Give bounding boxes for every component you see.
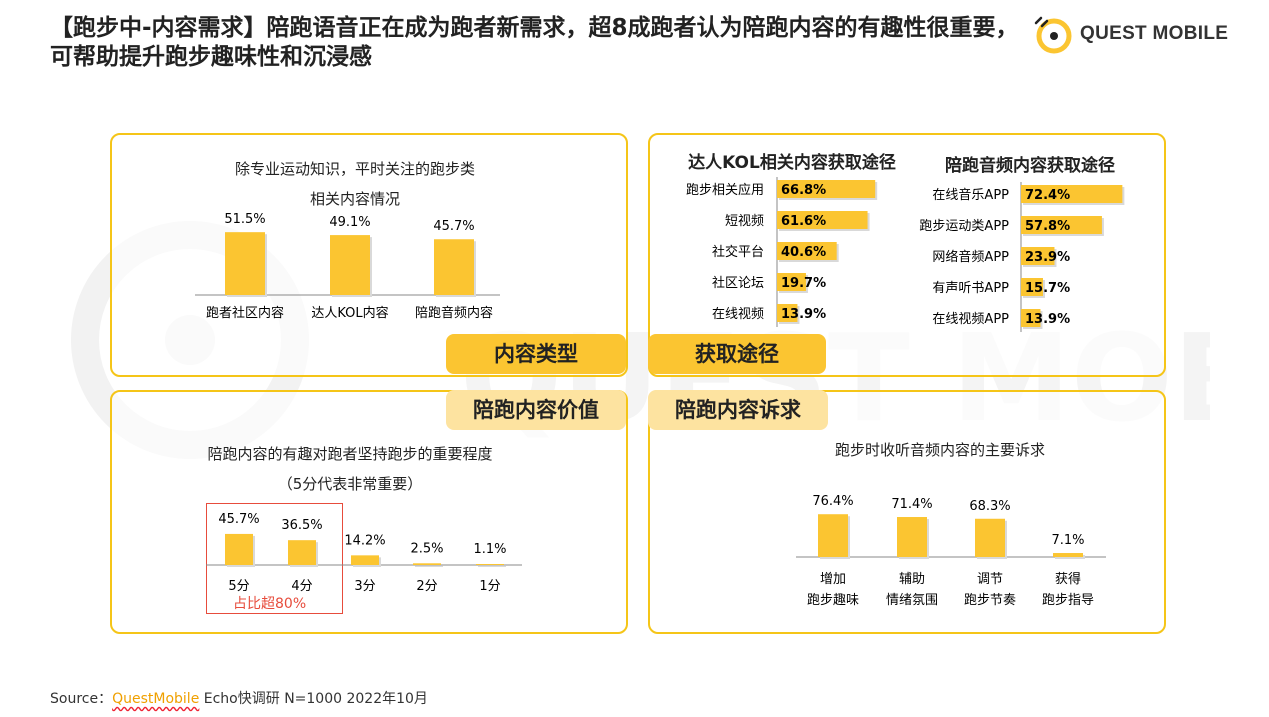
chart2-bar — [777, 180, 876, 198]
chart2-category-label: 短视频 — [725, 214, 764, 229]
chart5-bar — [897, 517, 927, 557]
chart2-value-label: 66.8% — [781, 183, 826, 198]
source-suffix: Echo快调研 N=1000 2022年10月 — [199, 691, 428, 707]
chart3-title: 陪跑音频内容获取途径 — [945, 156, 1115, 176]
chart1-bar — [330, 235, 370, 295]
chart1-category-label: 跑者社区内容 — [206, 305, 284, 321]
quest-mobile-logo-icon — [1034, 16, 1072, 54]
chart4-title-line1: 陪跑内容的有趣对跑者坚持跑步的重要程度 — [207, 445, 493, 463]
chart3-category-label: 跑步运动类APP — [919, 219, 1009, 234]
chart3-bar — [1021, 216, 1102, 234]
chart4-bar — [351, 555, 379, 565]
chart4-value-label: 45.7% — [218, 512, 259, 527]
chart2-title: 达人KOL相关内容获取途径 — [688, 153, 896, 173]
chart2-value-label: 19.7% — [781, 276, 826, 291]
chart5-category-label: 跑步趣味 — [807, 593, 859, 608]
chart3-bar — [1021, 278, 1043, 296]
chart4-category-label: 4分 — [291, 579, 312, 594]
chart5-value-label: 71.4% — [891, 497, 932, 512]
chart5-value-label: 68.3% — [969, 499, 1010, 514]
logo-text: QUEST MOBILE — [1080, 23, 1229, 44]
chart3-category-label: 网络音频APP — [932, 249, 1009, 265]
logo: QUEST MOBILE — [1030, 14, 1228, 54]
top-two-annotation: 占比超80% — [233, 596, 307, 612]
chart5-bar — [1053, 553, 1083, 557]
source-brand-link[interactable]: QuestMobile — [112, 691, 200, 707]
chart4-value-label: 36.5% — [281, 518, 322, 533]
chart2-bar — [777, 211, 868, 229]
chart4-category-label: 2分 — [416, 579, 437, 594]
chart5-bar — [818, 514, 848, 557]
chart1-value-label: 51.5% — [224, 212, 265, 227]
panel-appeal — [648, 390, 1166, 634]
chart2-value-label: 13.9% — [781, 307, 826, 322]
chart3-value-label: 13.9% — [1025, 312, 1070, 327]
panel-value — [110, 390, 628, 634]
chart2-bar — [777, 242, 837, 260]
chart3-value-label: 72.4% — [1025, 188, 1070, 203]
chart5-category-label: 辅助 — [899, 572, 925, 587]
chart5-value-label: 7.1% — [1051, 533, 1084, 548]
chart4-bar-shadow — [478, 566, 506, 567]
chart3-value-label: 57.8% — [1025, 219, 1070, 234]
chart5-category-label: 跑步指导 — [1042, 593, 1094, 608]
tag-channel: 获取途径 — [648, 334, 826, 374]
chart4-bar — [225, 533, 253, 565]
chart2-value-label: 61.6% — [781, 214, 826, 229]
chart3-value-label: 23.9% — [1025, 250, 1070, 265]
chart4-bar-shadow — [415, 565, 443, 567]
chart3-bar — [1021, 247, 1055, 265]
chart4-value-label: 2.5% — [410, 541, 443, 556]
chart1-value-label: 49.1% — [329, 215, 370, 230]
chart4-category-label: 1分 — [479, 579, 500, 594]
chart2-value-label: 40.6% — [781, 245, 826, 260]
chart2-category-label: 在线视频 — [712, 307, 764, 322]
chart4-category-label: 5分 — [228, 579, 249, 594]
tag-content-type: 内容类型 — [446, 334, 626, 374]
top-two-highlight-box — [206, 503, 343, 614]
chart5-category-label: 增加 — [820, 572, 846, 587]
chart3-bar — [1021, 309, 1041, 327]
chart1-bar — [434, 239, 474, 295]
chart2-bar — [777, 304, 798, 322]
chart1-bar — [225, 232, 265, 295]
chart1-value-label: 45.7% — [433, 219, 474, 234]
source-prefix: Source： — [50, 691, 113, 707]
chart1-category-label: 陪跑音频内容 — [415, 305, 493, 321]
chart1-category-label: 达人KOL内容 — [311, 305, 388, 321]
chart5-category-label: 获得 — [1055, 571, 1081, 587]
chart2-category-label: 跑步相关应用 — [686, 182, 764, 198]
chart5-category-label: 情绪氛围 — [886, 593, 938, 608]
tag-value: 陪跑内容价值 — [446, 390, 626, 430]
chart5-bar — [975, 518, 1005, 557]
chart5-value-label: 76.4% — [812, 494, 853, 509]
chart3-bar — [1021, 185, 1123, 203]
chart5-category-label: 调节 — [977, 572, 1003, 587]
chart4-title-line2: （5分代表非常重要） — [277, 475, 423, 493]
chart5-bar-shadow — [1055, 555, 1085, 559]
chart4-bar — [413, 563, 441, 565]
chart3-value-label: 15.7% — [1025, 281, 1070, 296]
chart4-bar — [476, 564, 504, 565]
chart3-category-label: 有声听书APP — [932, 281, 1009, 296]
chart3-category-label: 在线音乐APP — [932, 187, 1009, 203]
chart4-category-label: 3分 — [354, 579, 375, 594]
chart2-bar — [777, 273, 806, 291]
chart4-bar — [288, 540, 316, 565]
chart2-category-label: 社区论坛 — [712, 275, 764, 291]
page-title: 【跑步中-内容需求】陪跑语音正在成为跑者新需求，超8成跑者认为陪跑内容的有趣性很… — [50, 15, 1019, 70]
chart1-title-line1: 除专业运动知识，平时关注的跑步类 — [234, 160, 475, 178]
source-note: Source：QuestMobile Echo快调研 N=1000 2022年1… — [50, 688, 428, 708]
chart4-value-label: 14.2% — [344, 533, 385, 548]
chart3-category-label: 在线视频APP — [932, 312, 1009, 327]
chart5-category-label: 跑步节奏 — [964, 593, 1016, 608]
chart2-category-label: 社交平台 — [712, 244, 764, 260]
tag-appeal: 陪跑内容诉求 — [648, 390, 828, 430]
chart5-title: 跑步时收听音频内容的主要诉求 — [834, 441, 1045, 459]
chart4-value-label: 1.1% — [473, 542, 506, 557]
chart1-title-line2: 相关内容情况 — [309, 190, 400, 208]
